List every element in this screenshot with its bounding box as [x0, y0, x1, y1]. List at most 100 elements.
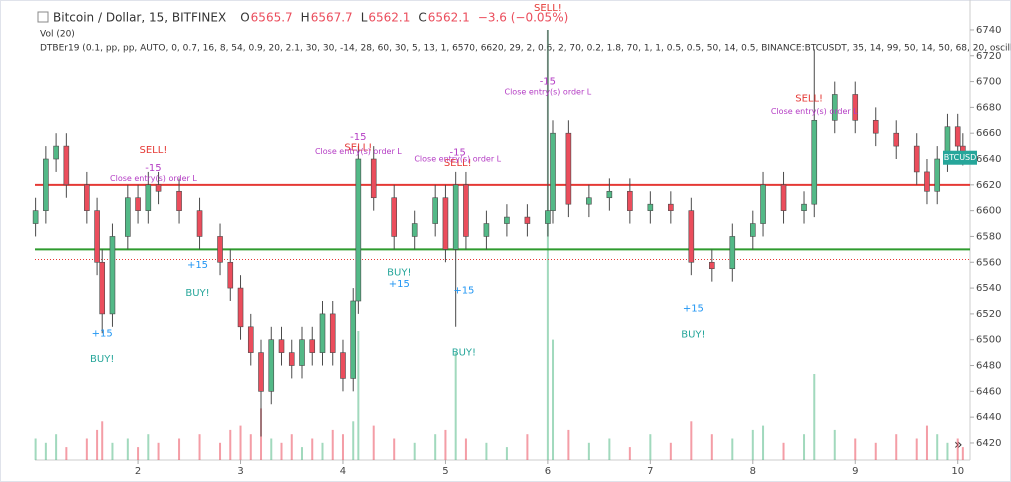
- signal-label: Close entry(s) order L: [414, 155, 501, 164]
- symbol-tag-box: [943, 150, 977, 165]
- volume-bar: [178, 438, 181, 460]
- candle-body: [227, 261, 234, 289]
- volume-bar: [300, 447, 303, 460]
- volume-bar: [961, 447, 964, 460]
- y-tick-label: 6440: [976, 412, 1001, 423]
- signal-label: -15: [450, 148, 466, 159]
- signal-label: Close entry(s) order L: [315, 147, 402, 156]
- signal-label: BUY!: [387, 268, 411, 279]
- candle-body: [63, 145, 70, 186]
- volume-bar: [669, 442, 672, 460]
- volume-bar: [372, 425, 375, 460]
- candle-body: [84, 184, 90, 211]
- candle-body: [329, 313, 336, 353]
- volume-bar: [710, 434, 713, 460]
- ohlc-value: 6562.1: [428, 11, 470, 25]
- volume-bar: [526, 434, 529, 460]
- candle-body: [550, 132, 556, 211]
- volume-bar: [782, 442, 785, 460]
- volume-bar: [833, 429, 836, 460]
- volume-bar: [434, 434, 437, 460]
- candle-body: [934, 158, 941, 192]
- signal-label: +15: [453, 286, 474, 297]
- y-tick-label: 6600: [976, 206, 1001, 217]
- volume-bar: [751, 429, 754, 460]
- volume-bar: [44, 442, 47, 460]
- volume-bar: [813, 374, 816, 460]
- volume-bar: [413, 442, 416, 460]
- volume-bar: [505, 447, 508, 460]
- candle-body: [258, 352, 264, 392]
- volume-bar: [331, 429, 334, 460]
- signal-label: BUY!: [452, 348, 476, 359]
- candle-body: [852, 94, 859, 121]
- candle-body: [309, 339, 316, 353]
- volume-bar: [393, 438, 396, 460]
- volume-bar: [341, 434, 344, 460]
- y-tick-label: 6560: [976, 257, 1001, 268]
- x-tick-label: 3: [237, 466, 243, 477]
- volume-bar: [96, 429, 99, 460]
- candle-body: [545, 210, 551, 224]
- volume-bar: [280, 442, 283, 460]
- candle-body: [872, 119, 879, 134]
- candle-body: [145, 184, 152, 211]
- y-tick-label: 6740: [976, 25, 1001, 36]
- candle-body: [278, 339, 285, 353]
- candle-body: [688, 210, 695, 263]
- volume-bar: [55, 434, 58, 460]
- candle-body: [355, 158, 362, 302]
- candle-body: [749, 223, 756, 237]
- y-tick-label: 6680: [976, 102, 1001, 113]
- volume-bar: [357, 331, 360, 460]
- x-tick-label: 4: [340, 466, 346, 477]
- y-tick-label: 6480: [976, 361, 1001, 372]
- volume-bar: [321, 442, 324, 460]
- volume-bar: [229, 429, 232, 460]
- volume-bar: [444, 429, 447, 460]
- volume-bar: [311, 438, 314, 460]
- candle-body: [268, 339, 275, 392]
- volume-bar: [485, 442, 488, 460]
- volume-bar: [915, 438, 918, 460]
- volume-bar: [649, 434, 652, 460]
- volume-bar: [803, 434, 806, 460]
- candle-body: [442, 197, 449, 250]
- candle-body: [760, 184, 766, 224]
- candle-body: [32, 210, 39, 224]
- x-tick-label: 10: [951, 466, 964, 477]
- candle-body: [954, 126, 961, 147]
- candle-body: [94, 210, 100, 263]
- chart-title: Bitcoin / Dollar, 15, BITFINEX: [53, 11, 226, 25]
- volume-bar: [567, 429, 570, 460]
- candle-body: [99, 261, 106, 315]
- signal-label: Close entry(s) order L: [504, 87, 591, 96]
- candle-body: [340, 352, 346, 379]
- volume-bar: [147, 434, 150, 460]
- candle-body: [627, 190, 633, 211]
- volume-bar: [874, 442, 877, 460]
- candle-body: [288, 352, 295, 366]
- signal-label: SELL!: [534, 3, 562, 14]
- signal-label: SELL!: [140, 145, 168, 156]
- candle-body: [565, 132, 572, 205]
- candle-body: [924, 171, 930, 192]
- signal-label: BUY!: [90, 354, 114, 365]
- candle-body: [109, 236, 116, 315]
- candle-body: [135, 197, 141, 211]
- volume-bar: [137, 447, 140, 460]
- candle-body: [606, 190, 613, 199]
- signal-label: SELL!: [444, 158, 472, 169]
- volume-bar: [85, 438, 88, 460]
- collapse-icon[interactable]: [37, 11, 49, 23]
- ohlc-key: H: [301, 11, 310, 25]
- signal-label: BUY!: [185, 288, 209, 299]
- candle-body: [729, 236, 736, 270]
- candle-body: [53, 145, 59, 160]
- volume-bar: [249, 434, 252, 460]
- x-tick-label: 2: [135, 466, 141, 477]
- candle-body: [217, 236, 223, 263]
- candle-body: [370, 158, 377, 199]
